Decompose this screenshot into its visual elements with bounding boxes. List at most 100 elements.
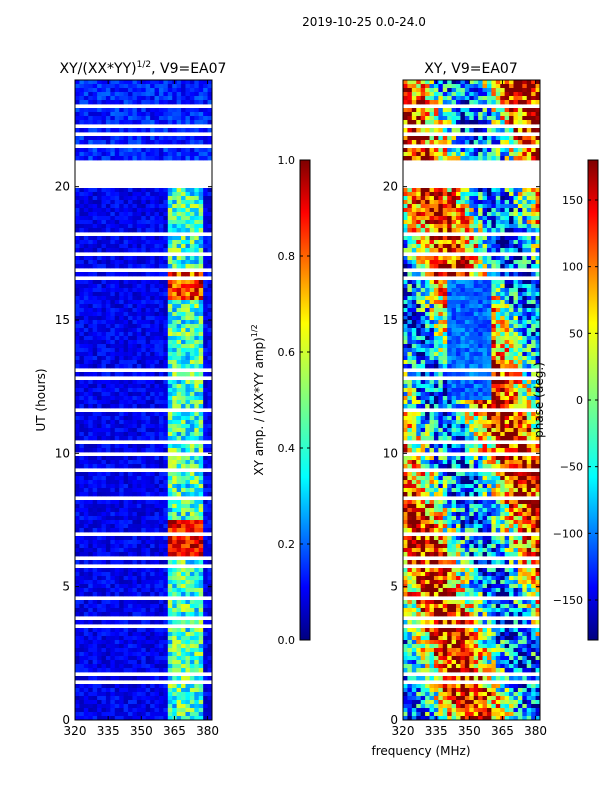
left-heatmap-cell-3456: [141, 636, 146, 640]
left-heatmap-cell-3974: [102, 712, 107, 716]
left-heatmap-cell-1437: [124, 324, 129, 328]
left-heatmap-cell-2402: [141, 472, 146, 476]
left-heatmap-cell-541: [137, 192, 142, 196]
right-heatmap-cell-603: [465, 200, 470, 204]
left-heatmap-cell-1278: [106, 304, 111, 308]
left-heatmap-cell-3315: [203, 608, 208, 612]
left-heatmap-cell-1252: [128, 300, 133, 304]
left-colorbar-tick-label-2: 0.4: [278, 442, 296, 455]
right-heatmap-cell-292: [460, 120, 465, 124]
left-heatmap-cell-2031: [146, 412, 151, 416]
left-heatmap-cell-2412: [185, 472, 190, 476]
left-heatmap-cell-38: [106, 84, 111, 88]
left-heatmap-cell-1478: [168, 328, 173, 332]
right-heatmap-cell-625: [425, 204, 430, 208]
left-heatmap-cell-1377: [132, 316, 137, 320]
left-heatmap-cell-429: [190, 148, 195, 152]
left-heatmap-cell-3297: [124, 608, 129, 612]
left-heatmap-cell-2809: [159, 528, 164, 532]
left-heatmap-cell-2487: [106, 484, 111, 488]
left-heatmap-cell-2042: [194, 412, 199, 416]
right-heatmap-cell-806: [403, 228, 408, 232]
left-heatmap-cell-2284: [168, 448, 173, 452]
left-heatmap-cell-1439: [132, 324, 137, 328]
right-heatmap-cell-57: [518, 84, 523, 88]
left-heatmap-cell-3784: [84, 688, 89, 692]
left-heatmap-cell-3350: [84, 620, 89, 624]
left-heatmap-cell-1819: [168, 380, 173, 384]
left-heatmap-cell-2315: [168, 456, 173, 460]
right-heatmap-cell-621: [407, 204, 412, 208]
left-heatmap-cell-2888: [97, 544, 102, 548]
left-heatmap-cell-2288: [185, 448, 190, 452]
left-heatmap-cell-2803: [132, 528, 137, 532]
left-heatmap-cell-697: [141, 212, 146, 216]
left-heatmap-cell-3613: [150, 656, 155, 660]
left-heatmap-cell-3335: [155, 612, 160, 616]
left-heatmap-cell-1244: [93, 300, 98, 304]
left-heatmap-cell-2281: [155, 448, 160, 452]
left-heatmap-cell-3245: [168, 600, 173, 604]
left-heatmap-cell-2645: [119, 508, 124, 512]
right-heatmap-cell-27: [522, 80, 527, 84]
right-heatmap-cell-880: [456, 240, 461, 244]
left-heatmap-cell-385: [132, 140, 137, 144]
right-heatmap-cell-348: [434, 136, 439, 140]
right-heatmap-cell-306: [522, 120, 527, 124]
left-heatmap-cell-3137: [102, 584, 107, 588]
left-heatmap-cell-3464: [177, 636, 182, 640]
left-heatmap-cell-1403: [110, 320, 115, 324]
right-heatmap-cell-550: [505, 192, 510, 196]
right-heatmap-cell-315: [425, 128, 430, 132]
left-heatmap-cell-2779: [163, 524, 168, 528]
left-heatmap-cell-3592: [194, 652, 199, 656]
right-heatmap-cell-866: [531, 236, 536, 240]
left-heatmap-cell-769: [185, 220, 190, 224]
left-heatmap-cell-917: [155, 244, 160, 248]
left-heatmap-cell-1581: [75, 344, 80, 348]
left-heatmap-cell-1424: [203, 320, 208, 324]
right-heatmap-cell-354: [460, 136, 465, 140]
left-heatmap-cell-1067: [132, 272, 137, 276]
left-heatmap-cell-3804: [172, 688, 177, 692]
left-heatmap-cell-3422: [128, 632, 133, 636]
right-heatmap-cell-266: [483, 116, 488, 120]
left-heatmap-cell-1620: [110, 348, 115, 352]
left-heatmap-cell-1950: [199, 396, 204, 400]
left-heatmap-cell-1865: [97, 388, 102, 392]
right-heatmap-cell-869: [407, 240, 412, 244]
right-heatmap-cell-701: [487, 212, 492, 216]
left-heatmap-cell-2772: [132, 524, 137, 528]
left-heatmap-cell-162: [106, 100, 111, 104]
left-heatmap-cell-3540: [102, 648, 107, 652]
left-heatmap-cell-1539: [163, 336, 168, 340]
left-heatmap-cell-3102: [84, 580, 89, 584]
right-heatmap-cell-131: [434, 96, 439, 100]
left-heatmap-cell-1610: [203, 344, 208, 348]
left-heatmap-cell-2845: [181, 536, 186, 540]
left-heatmap-cell-3393: [137, 628, 142, 632]
left-heatmap-cell-2680: [137, 512, 142, 516]
right-heatmap-cell-276: [527, 116, 532, 120]
right-heatmap-cell-834: [527, 228, 532, 232]
left-heatmap-cell-197: [124, 108, 129, 112]
left-heatmap-cell-3343: [190, 612, 195, 616]
left-heatmap-cell-3325: [110, 612, 115, 616]
left-heatmap-cell-2091: [137, 420, 142, 424]
left-heatmap-cell-1395: [75, 320, 80, 324]
left-heatmap-cell-987: [190, 256, 195, 260]
left-heatmap-cell-2594: [168, 500, 173, 504]
left-heatmap-cell-3622: [190, 656, 195, 660]
left-colorbar-tick-label-1: 0.2: [278, 538, 296, 551]
right-heatmap-cell-423: [491, 148, 496, 152]
left-heatmap-cell-3182: [163, 588, 168, 592]
left-heatmap-cell-2532: [168, 488, 173, 492]
left-heatmap-cell-700: [155, 212, 160, 216]
left-heatmap-cell-788: [132, 224, 137, 228]
left-heatmap-cell-2491: [124, 484, 129, 488]
left-heatmap-cell-420: [150, 148, 155, 152]
left-heatmap-cell-2683: [150, 512, 155, 516]
left-heatmap-cell-59: [199, 84, 204, 88]
left-heatmap-cell-2501: [168, 484, 173, 488]
left-heatmap-cell-2931: [150, 548, 155, 552]
